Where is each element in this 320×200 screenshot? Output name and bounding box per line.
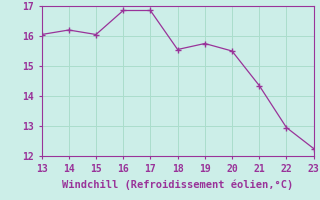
X-axis label: Windchill (Refroidissement éolien,°C): Windchill (Refroidissement éolien,°C) bbox=[62, 179, 293, 190]
